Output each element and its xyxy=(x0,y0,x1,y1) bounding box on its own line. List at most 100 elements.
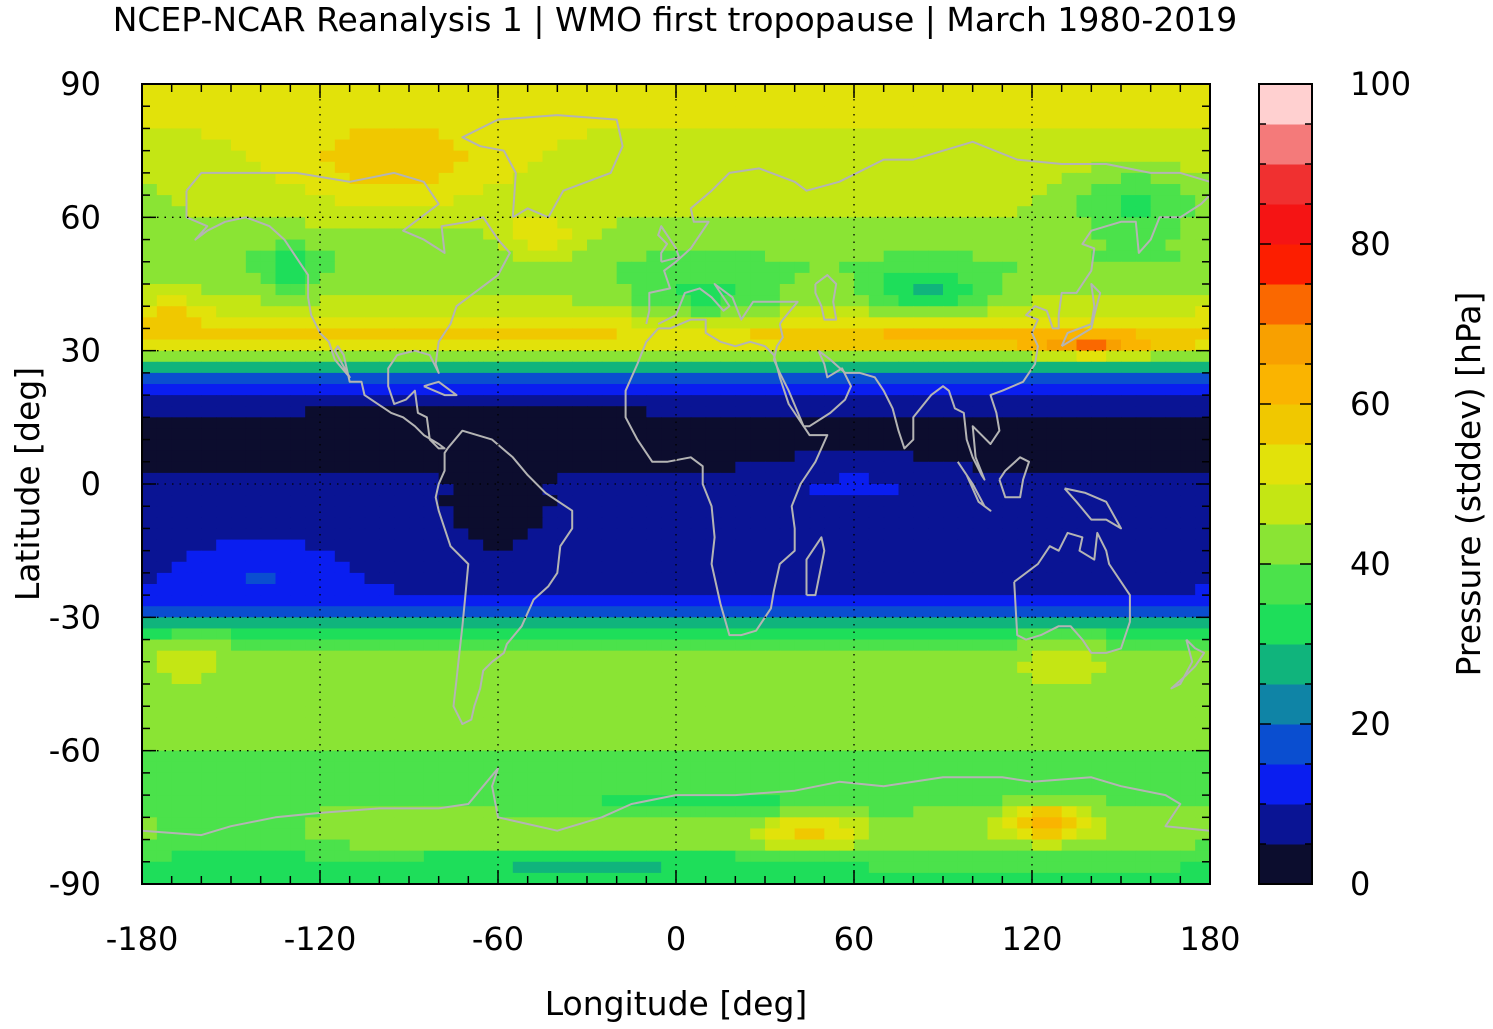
heatmap-cell xyxy=(1121,695,1137,707)
heatmap-cell xyxy=(1180,750,1196,763)
heatmap-cell xyxy=(646,650,662,663)
heatmap-cell xyxy=(898,628,914,641)
heatmap-cell xyxy=(705,239,722,252)
heatmap-cell xyxy=(987,172,1003,185)
heatmap-cell xyxy=(186,806,202,818)
heatmap-cell xyxy=(527,139,544,152)
heatmap-cell xyxy=(883,584,900,596)
heatmap-cell xyxy=(1032,750,1048,763)
heatmap-cell xyxy=(987,206,1003,218)
heatmap-cell xyxy=(690,750,707,763)
heatmap-cell xyxy=(809,250,825,263)
heatmap-cell xyxy=(779,528,796,541)
heatmap-cell xyxy=(305,350,321,363)
heatmap-cell xyxy=(542,439,558,452)
heatmap-cell xyxy=(720,817,736,830)
heatmap-cell xyxy=(379,339,395,352)
heatmap-cell xyxy=(824,95,840,107)
heatmap-cell xyxy=(1076,372,1092,385)
heatmap-cell xyxy=(290,650,306,663)
heatmap-cell xyxy=(854,317,870,330)
heatmap-cell xyxy=(438,161,455,174)
heatmap-cell xyxy=(1180,617,1196,630)
heatmap-cell xyxy=(156,506,173,518)
heatmap-cell xyxy=(156,461,173,474)
heatmap-cell xyxy=(1195,428,1211,441)
heatmap-cell xyxy=(1076,339,1092,352)
heatmap-cell xyxy=(765,795,781,807)
heatmap-cell xyxy=(1061,106,1078,118)
heatmap-cell xyxy=(483,706,499,718)
heatmap-cell xyxy=(705,250,722,263)
heatmap-cell xyxy=(1061,339,1078,352)
heatmap-cell xyxy=(394,150,410,163)
heatmap-cell xyxy=(646,484,662,496)
heatmap-cell xyxy=(349,839,366,852)
heatmap-cell xyxy=(854,739,870,752)
heatmap-cell xyxy=(438,684,455,696)
heatmap-cell xyxy=(1180,684,1196,696)
heatmap-cell xyxy=(1180,506,1196,518)
heatmap-cell xyxy=(260,672,277,685)
heatmap-cell xyxy=(394,595,410,607)
heatmap-cell xyxy=(913,684,929,696)
heatmap-cell xyxy=(1017,572,1033,585)
heatmap-cell xyxy=(631,217,647,230)
heatmap-cell xyxy=(186,272,202,285)
heatmap-cell xyxy=(972,761,989,774)
heatmap-cell xyxy=(498,561,514,574)
heatmap-cell xyxy=(512,672,529,685)
heatmap-cell xyxy=(171,461,188,474)
heatmap-cell xyxy=(824,572,840,585)
heatmap-cell xyxy=(231,706,247,718)
heatmap-cell xyxy=(260,361,277,374)
heatmap-cell xyxy=(1165,350,1181,363)
heatmap-cell xyxy=(616,261,633,274)
heatmap-cell xyxy=(468,617,484,630)
heatmap-cell xyxy=(305,495,321,507)
heatmap-cell xyxy=(824,261,840,274)
heatmap-cell xyxy=(616,406,633,418)
heatmap-cell xyxy=(1046,839,1063,852)
heatmap-cell xyxy=(364,606,380,618)
heatmap-cell xyxy=(913,139,929,152)
heatmap-cell xyxy=(334,484,351,496)
heatmap-cell xyxy=(438,461,455,474)
heatmap-cell xyxy=(661,717,677,730)
heatmap-cell xyxy=(1106,717,1122,730)
heatmap-cell xyxy=(364,561,380,574)
heatmap-cell xyxy=(898,539,914,552)
heatmap-cell xyxy=(1180,217,1196,230)
heatmap-cell xyxy=(186,772,202,785)
heatmap-cell xyxy=(1061,461,1078,474)
heatmap-cell xyxy=(587,839,603,852)
heatmap-cell xyxy=(216,828,232,841)
heatmap-cell xyxy=(720,561,736,574)
heatmap-cell xyxy=(601,628,618,641)
heatmap-cell xyxy=(957,839,974,852)
heatmap-cell xyxy=(824,672,840,685)
heatmap-cell xyxy=(245,95,262,107)
heatmap-cell xyxy=(631,450,647,463)
heatmap-cell xyxy=(349,795,366,807)
heatmap-cell xyxy=(1091,561,1107,574)
heatmap-cell xyxy=(631,806,647,818)
heatmap-cell xyxy=(542,761,558,774)
heatmap-cell xyxy=(661,528,677,541)
heatmap-cell xyxy=(809,117,825,130)
heatmap-cell xyxy=(750,261,766,274)
heatmap-cell xyxy=(512,750,529,763)
heatmap-cell xyxy=(320,761,336,774)
heatmap-cell xyxy=(171,106,188,118)
heatmap-cell xyxy=(676,695,692,707)
heatmap-cell xyxy=(794,328,811,341)
heatmap-cell xyxy=(245,850,262,863)
heatmap-cell xyxy=(883,306,900,318)
heatmap-cell xyxy=(557,850,573,863)
heatmap-cell xyxy=(557,828,573,841)
heatmap-cell xyxy=(987,572,1003,585)
heatmap-cell xyxy=(364,617,380,630)
heatmap-cell xyxy=(483,650,499,663)
heatmap-cell xyxy=(1121,639,1137,652)
heatmap-cell xyxy=(690,328,707,341)
